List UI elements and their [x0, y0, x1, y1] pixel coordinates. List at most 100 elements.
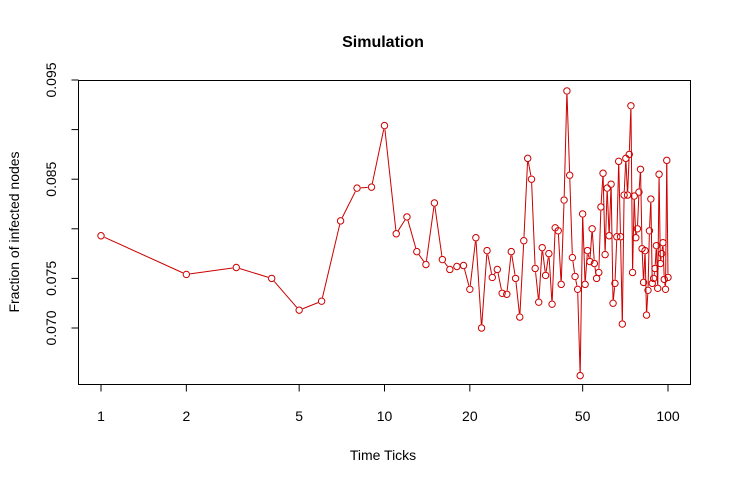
- data-point: [645, 227, 654, 235]
- data-point: [628, 268, 637, 277]
- line-segment: [515, 282, 520, 314]
- data-point: [649, 274, 658, 283]
- line-segment: [598, 210, 602, 269]
- data-point: [573, 285, 582, 294]
- line-segment: [606, 191, 610, 232]
- data-point: [655, 170, 663, 178]
- line-segment: [519, 244, 525, 314]
- data-point: [647, 195, 655, 203]
- data-point: [507, 247, 515, 256]
- data-point: [654, 284, 662, 293]
- line-segment: [302, 302, 319, 310]
- data-point: [656, 259, 665, 268]
- x-tick-label: 2: [182, 408, 190, 424]
- line-segment: [557, 234, 562, 281]
- data-point: [578, 210, 587, 218]
- line-segment: [104, 236, 184, 274]
- data-point: [336, 217, 345, 225]
- line-segment: [604, 191, 608, 251]
- data-point: [620, 191, 628, 199]
- line-segment: [506, 255, 512, 291]
- data-point: [614, 157, 623, 166]
- data-point: [483, 246, 491, 255]
- data-point: [380, 121, 389, 130]
- data-point: [613, 233, 621, 241]
- line-segment: [538, 251, 543, 299]
- y-tick-label: 0.095: [43, 62, 59, 97]
- data-point: [367, 183, 376, 191]
- line-segment: [273, 280, 298, 308]
- data-point: [607, 180, 615, 188]
- data-point: [590, 259, 599, 268]
- chart-title: Simulation: [342, 34, 424, 51]
- x-tick-label: 100: [656, 408, 680, 424]
- line-segment: [566, 94, 571, 172]
- data-point: [618, 320, 627, 328]
- data-point: [535, 298, 543, 306]
- line-segment: [630, 109, 634, 269]
- data-point: [595, 268, 603, 277]
- line-segment: [612, 287, 616, 300]
- data-point: [627, 102, 635, 110]
- line-segment: [190, 267, 233, 275]
- line-segment: [407, 220, 417, 249]
- data-point: [651, 264, 659, 273]
- data-point: [625, 150, 633, 159]
- data-point: [568, 253, 577, 262]
- data-point: [560, 196, 568, 204]
- data-point: [565, 171, 574, 179]
- line-segment: [371, 129, 385, 184]
- data-point: [392, 230, 400, 238]
- data-point: [633, 225, 642, 233]
- line-segment: [531, 182, 536, 265]
- data-point: [503, 290, 511, 298]
- data-point: [403, 213, 411, 221]
- data-point: [538, 243, 546, 252]
- data-point: [554, 227, 562, 235]
- data-point: [413, 247, 421, 256]
- line-segment: [563, 94, 568, 197]
- line-segment: [591, 232, 595, 260]
- data-point: [548, 300, 556, 308]
- line-segment: [621, 198, 625, 321]
- data-point: [641, 246, 649, 255]
- data-point: [592, 274, 601, 283]
- line-segment: [614, 240, 618, 280]
- line-segment: [618, 165, 621, 233]
- line-segment: [527, 162, 532, 176]
- data-point: [648, 279, 656, 288]
- line-segment: [627, 158, 630, 192]
- line-segment: [662, 246, 665, 276]
- y-tick-label: 0.075: [43, 261, 59, 296]
- data-point: [581, 280, 589, 289]
- data-point: [446, 265, 454, 274]
- x-axis: 1 2 5 10 20 50 100: [97, 384, 680, 424]
- data-point: [232, 263, 240, 272]
- data-point: [661, 285, 670, 294]
- data-point: [493, 265, 502, 274]
- data-point: [511, 274, 520, 283]
- line-segment: [577, 293, 581, 372]
- y-axis: 0.070 0.075 0.085 0.095: [43, 62, 79, 346]
- line-segment: [646, 294, 649, 312]
- data-point: [182, 270, 191, 279]
- line-segment: [464, 269, 470, 286]
- line-segment: [523, 162, 529, 237]
- data-point: [477, 324, 486, 332]
- line-segment: [239, 268, 269, 278]
- data-point: [660, 275, 668, 284]
- data-point: [605, 232, 613, 240]
- line-segment: [589, 232, 593, 258]
- data-point: [622, 154, 630, 163]
- data-point: [639, 278, 648, 287]
- line-segment: [641, 252, 644, 279]
- data-point: [636, 165, 645, 173]
- line-segment: [637, 195, 640, 226]
- data-point: [597, 203, 605, 211]
- data-point: [616, 233, 625, 241]
- data-point: [586, 257, 594, 266]
- data-point: [422, 260, 430, 269]
- line-segment: [551, 231, 556, 301]
- line-segment: [481, 254, 488, 325]
- data-point: [599, 169, 607, 177]
